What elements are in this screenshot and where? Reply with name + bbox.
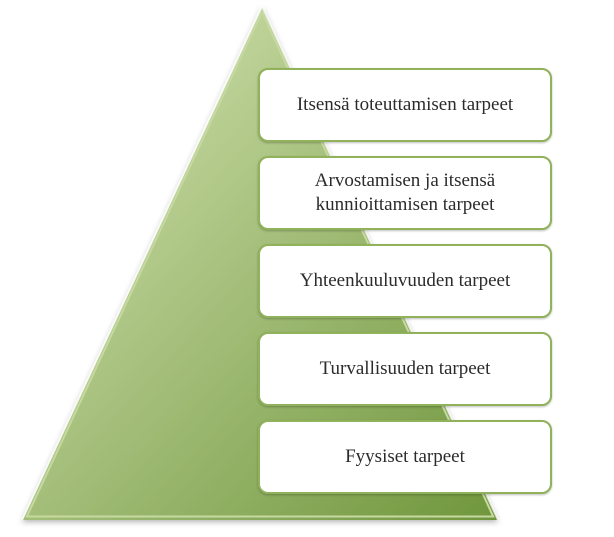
pyramid-level-label: Itsensä toteuttamisen tarpeet [297, 93, 513, 117]
pyramid-level-label: Arvostamisen ja itsensä kunnioittamisen … [274, 169, 536, 217]
pyramid-level-label: Yhteenkuuluvuuden tarpeet [300, 269, 511, 293]
pyramid-diagram: Itsensä toteuttamisen tarpeet Arvostamise… [0, 0, 614, 537]
pyramid-level-4: Turvallisuuden tarpeet [258, 332, 552, 406]
pyramid-level-2: Arvostamisen ja itsensä kunnioittamisen … [258, 156, 552, 230]
pyramid-level-label: Turvallisuuden tarpeet [320, 357, 491, 381]
pyramid-level-3: Yhteenkuuluvuuden tarpeet [258, 244, 552, 318]
pyramid-level-label: Fyysiset tarpeet [345, 445, 465, 469]
pyramid-level-5: Fyysiset tarpeet [258, 420, 552, 494]
pyramid-levels: Itsensä toteuttamisen tarpeet Arvostamise… [258, 68, 552, 494]
pyramid-level-1: Itsensä toteuttamisen tarpeet [258, 68, 552, 142]
